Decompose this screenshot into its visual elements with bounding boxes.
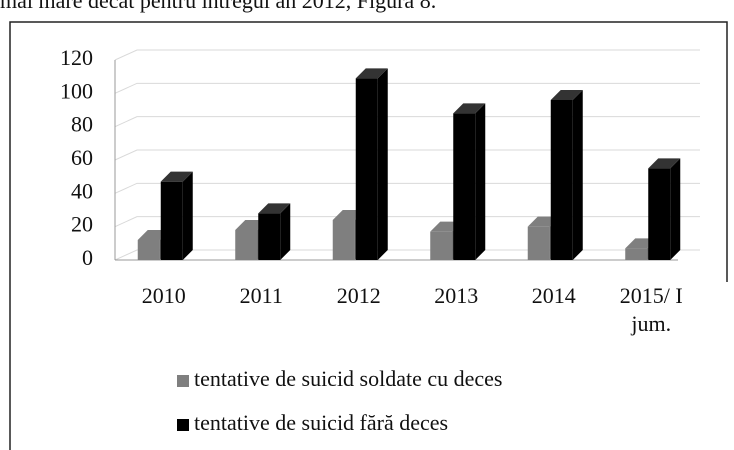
bar-side — [182, 171, 193, 260]
bar-front — [430, 231, 453, 260]
chart-frame — [9, 21, 728, 450]
bar-front — [625, 248, 648, 260]
x-tick-label: 2014 — [531, 283, 576, 308]
bar — [453, 103, 486, 260]
bar — [648, 158, 681, 260]
bar-top — [160, 171, 193, 182]
y-tick-label: 100 — [60, 78, 93, 103]
x-tick-label: 2011 — [239, 283, 283, 308]
x-tick-label: 2013 — [434, 283, 479, 308]
bar-front — [527, 226, 550, 260]
grid-line — [114, 149, 700, 161]
bar-top — [648, 158, 681, 169]
x-tick-label: 2012 — [336, 283, 381, 308]
bar-top — [453, 103, 486, 114]
bar-side — [670, 158, 681, 260]
grid-line — [114, 82, 700, 94]
bar-front — [648, 168, 671, 260]
bar — [258, 203, 291, 260]
y-tick-label: 60 — [71, 145, 93, 170]
bar-front — [235, 230, 258, 260]
x-tick-label: 2015/ I jum. — [619, 283, 683, 336]
bar-front — [137, 240, 160, 260]
grid-line — [114, 249, 700, 261]
bar — [550, 90, 583, 260]
grid-line — [114, 116, 700, 128]
bar — [355, 68, 388, 260]
legend-label: tentative de suicid fără deces — [194, 410, 448, 435]
bar-front — [160, 181, 183, 260]
bar-top — [355, 68, 388, 79]
document-text: mai mare decât pentru întregul an 2012, … — [0, 0, 437, 13]
bar-side — [377, 68, 388, 260]
legend-label: tentative de suicid soldate cu deces — [194, 366, 503, 391]
bar-side — [280, 203, 291, 260]
grid-line — [114, 182, 700, 194]
legend-swatch — [177, 419, 189, 431]
bar-side — [572, 90, 583, 260]
bar-front — [550, 100, 573, 260]
legend-swatch — [177, 375, 189, 387]
bar — [160, 171, 193, 260]
bar-top — [258, 203, 291, 214]
grid-line — [114, 216, 700, 228]
bar-front — [258, 213, 281, 260]
y-tick-label: 20 — [71, 212, 93, 237]
y-tick-label: 80 — [71, 112, 93, 137]
x-tick-label: 2010 — [141, 283, 186, 308]
grid-line — [114, 49, 700, 61]
bar-front — [332, 220, 355, 260]
bar-front — [355, 78, 378, 260]
bar-top — [550, 90, 583, 100]
y-tick-label: 120 — [60, 45, 93, 70]
y-tick-label: 0 — [82, 245, 93, 270]
y-tick-label: 40 — [71, 178, 93, 203]
bar-side — [475, 103, 486, 260]
bar-front — [453, 113, 476, 260]
